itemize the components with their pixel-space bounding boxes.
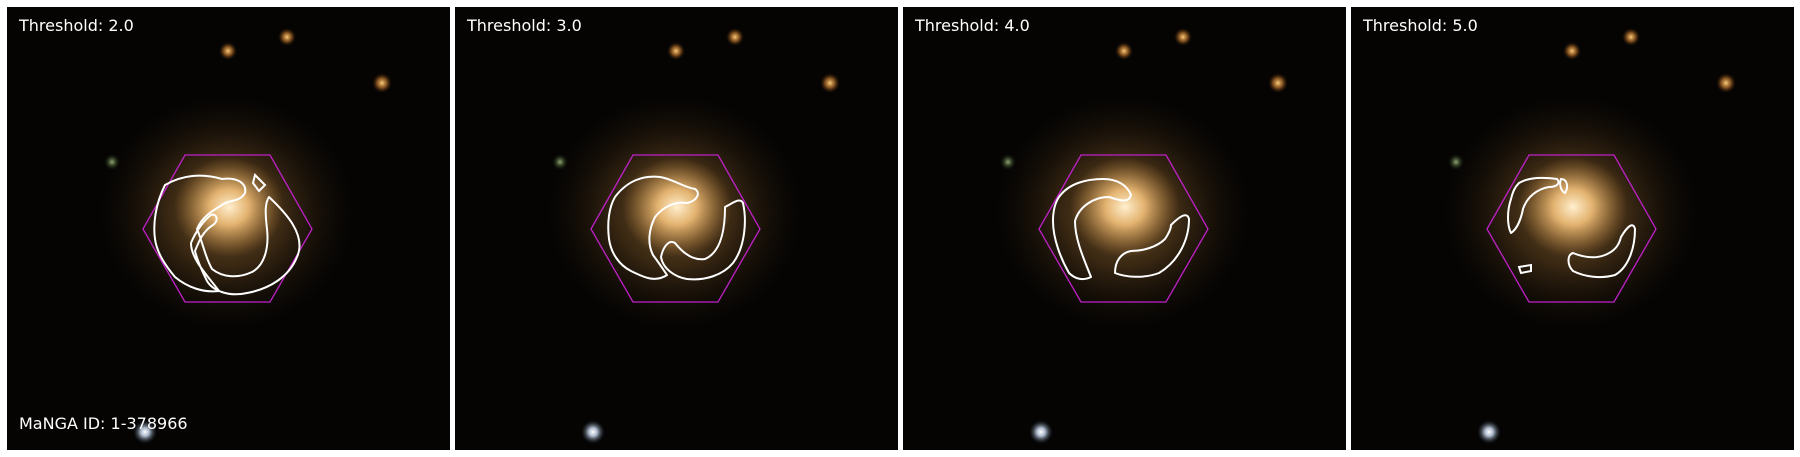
ifu-hexagon (590, 154, 761, 303)
contour-outline (1567, 224, 1636, 279)
threshold-label: Threshold: 4.0 (915, 16, 1030, 35)
image-panel-threshold-5: Threshold: 5.0 (1351, 7, 1794, 450)
threshold-label: Threshold: 3.0 (467, 16, 582, 35)
image-panel-threshold-3: Threshold: 3.0 (455, 7, 898, 450)
threshold-label: Threshold: 5.0 (1363, 16, 1478, 35)
galaxy-image (455, 7, 898, 450)
image-panel-threshold-4: Threshold: 4.0 (903, 7, 1346, 450)
ifu-hexagon (1486, 154, 1657, 303)
ifu-hexagon (142, 154, 313, 303)
galaxy-image (1351, 7, 1794, 450)
contour-outline (607, 175, 699, 280)
contour-outline (251, 173, 267, 193)
ifu-hexagon (1038, 154, 1209, 303)
image-panel-threshold-2: Threshold: 2.0 MaNGA ID: 1-378966 (7, 7, 450, 450)
contour-outline (1052, 178, 1132, 281)
contour-outline (1559, 177, 1569, 195)
contour-outline (153, 174, 301, 296)
contour-outline (1517, 263, 1532, 275)
manga-id-label: MaNGA ID: 1-378966 (19, 414, 188, 433)
contour-outline (1114, 214, 1190, 278)
galaxy-image (7, 7, 450, 450)
contour-outline (660, 199, 746, 281)
threshold-label: Threshold: 2.0 (19, 16, 134, 35)
contour-outline (1507, 176, 1560, 234)
galaxy-image (903, 7, 1346, 450)
